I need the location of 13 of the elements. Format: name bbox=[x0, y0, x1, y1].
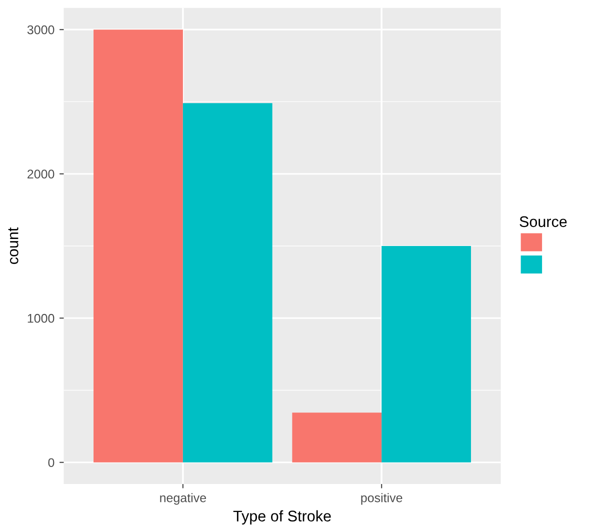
bar bbox=[94, 30, 183, 462]
y-tick-label: 0 bbox=[48, 458, 54, 468]
x-tick-label: negative bbox=[160, 493, 206, 505]
legend-title: Source bbox=[520, 216, 567, 228]
x-axis-title: Type of Stroke bbox=[233, 510, 331, 525]
y-tick-label: 2000 bbox=[28, 170, 54, 178]
bar bbox=[292, 412, 382, 462]
x-tick-label: positive bbox=[361, 493, 402, 505]
y-tick-label: 3000 bbox=[27, 25, 54, 34]
y-axis-title: count bbox=[8, 227, 18, 264]
bar bbox=[382, 246, 471, 462]
bar bbox=[182, 103, 272, 462]
y-tick-label: 1000 bbox=[28, 314, 54, 323]
